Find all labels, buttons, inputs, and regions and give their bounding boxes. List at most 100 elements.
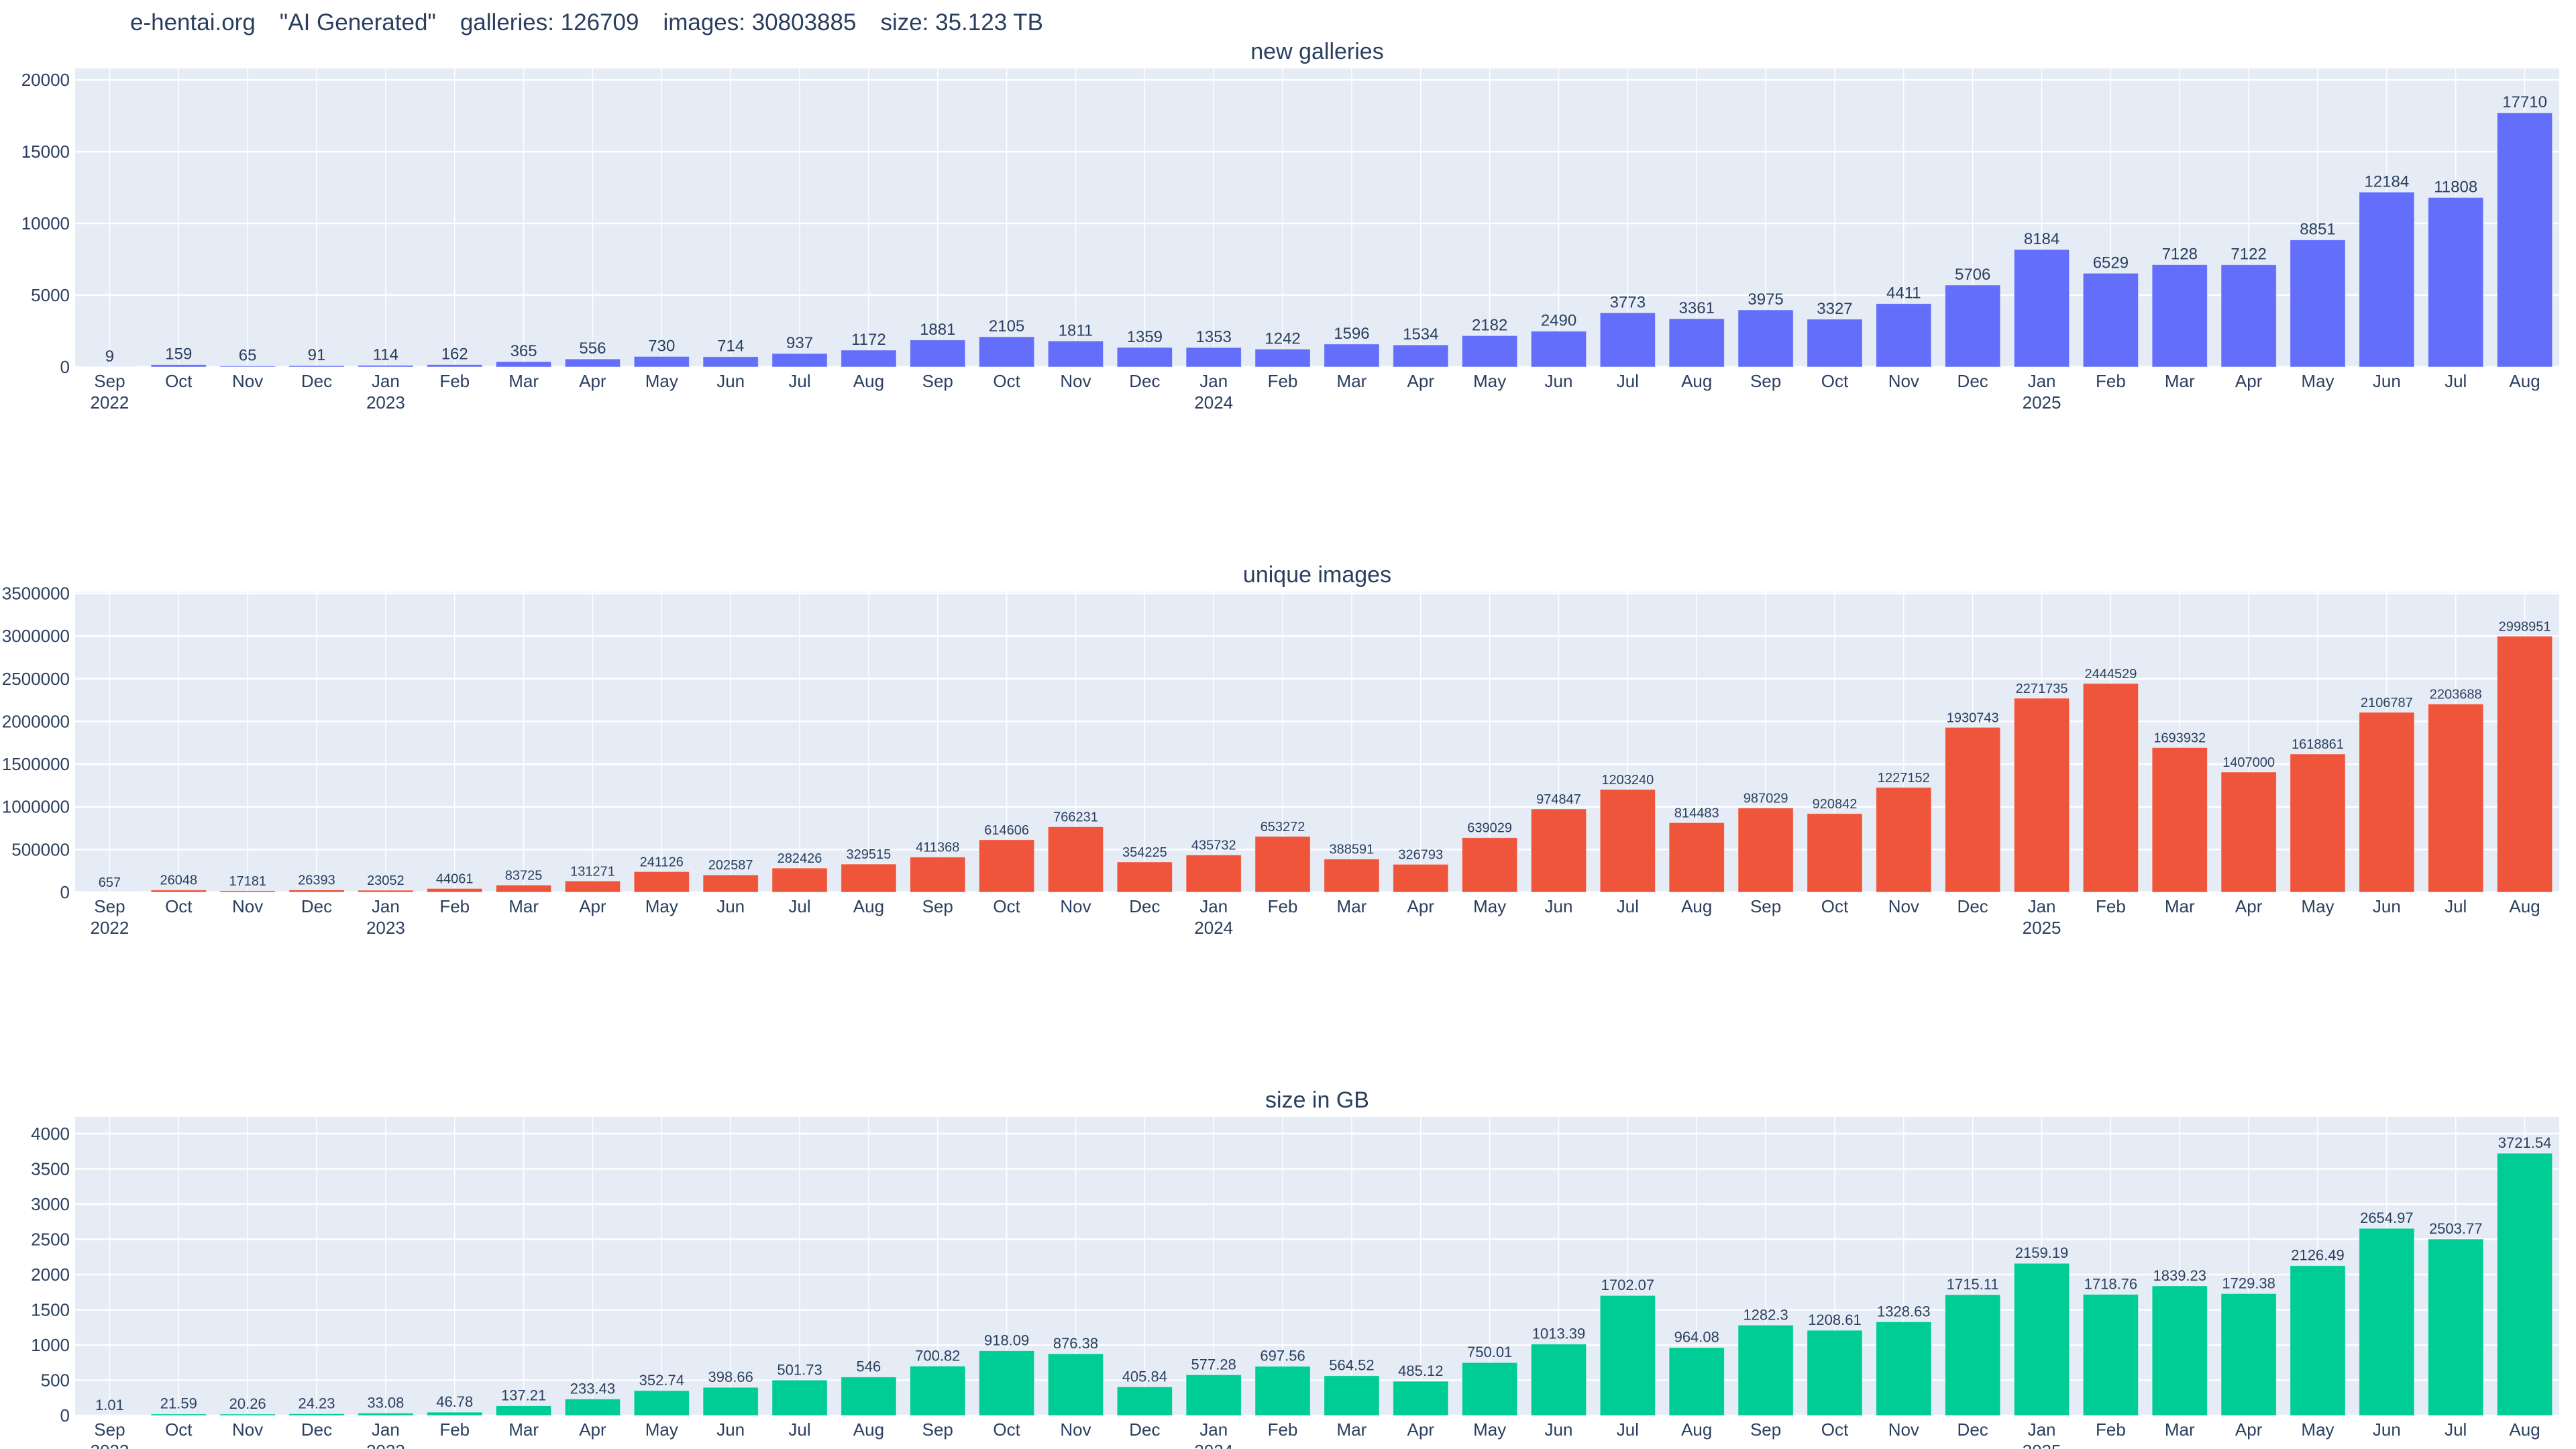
plot-background	[75, 68, 2559, 367]
bar	[1807, 1330, 1863, 1416]
x-tick-label: Feb	[1268, 371, 1298, 391]
x-tick-label: Feb	[1268, 1419, 1298, 1440]
x-tick-label: Oct	[1821, 1419, 1849, 1440]
data-label: 23052	[367, 873, 405, 888]
bar	[1393, 344, 1449, 368]
bar	[1737, 807, 1794, 893]
data-label: 2159.19	[2015, 1244, 2069, 1261]
bar	[2496, 1152, 2553, 1416]
data-label: 730	[648, 337, 675, 355]
data-label: 2998951	[2499, 619, 2551, 634]
bar	[2428, 197, 2484, 368]
data-label: 918.09	[984, 1332, 1029, 1349]
data-label: 2444529	[2084, 667, 2137, 682]
bar	[1876, 787, 1932, 893]
bar	[1324, 1375, 1380, 1416]
chart-title: new galleries	[1250, 39, 1383, 64]
data-label: 4411	[1886, 284, 1921, 303]
x-tick-label: Nov	[232, 896, 263, 916]
x-tick-label: Aug	[2509, 896, 2540, 916]
bar	[150, 890, 207, 893]
x-tick-label: Dec	[1129, 1419, 1160, 1440]
bar	[1116, 1386, 1173, 1416]
data-label: 2182	[1472, 316, 1507, 334]
x-tick-label: Dec	[1129, 371, 1160, 391]
total-size: size: 35.123 TB	[880, 9, 1043, 36]
bar	[1876, 303, 1932, 368]
x-tick-label: Nov	[1060, 371, 1091, 391]
data-label: 1282.3	[1743, 1306, 1788, 1323]
bar	[427, 1411, 483, 1416]
data-label: 1718.76	[2084, 1275, 2138, 1292]
data-label: 2126.49	[2291, 1247, 2345, 1264]
x-tick-label: Aug	[1681, 896, 1712, 916]
data-label: 131271	[570, 864, 615, 879]
data-label: 17710	[2502, 93, 2547, 111]
x-tick-label: Feb	[2096, 896, 2126, 916]
data-label: 3327	[1817, 300, 1852, 318]
data-label: 46.78	[436, 1393, 473, 1410]
data-label: 282426	[777, 851, 822, 866]
x-tick-label: Oct	[165, 896, 193, 916]
data-label: 11808	[2434, 178, 2477, 196]
x-tick-label: Jun	[1545, 896, 1573, 916]
x-tick-label: Oct	[1821, 896, 1849, 916]
data-label: 1227152	[1878, 771, 1930, 786]
x-year-label: 2025	[2023, 918, 2061, 938]
bar	[2082, 683, 2139, 893]
y-tick-label: 4000	[31, 1124, 70, 1144]
x-tick-label: Mar	[1337, 371, 1367, 391]
bar	[910, 1365, 966, 1416]
bar	[633, 356, 690, 368]
x-tick-label: Feb	[2096, 371, 2126, 391]
data-label: 964.08	[1674, 1329, 1719, 1346]
data-label: 1693932	[2153, 731, 2206, 745]
x-tick-label: Nov	[1060, 1419, 1091, 1440]
x-tick-label: Jan	[1199, 896, 1228, 916]
x-tick-label: Jun	[2373, 896, 2401, 916]
data-label: 1534	[1403, 325, 1438, 343]
x-tick-label: Sep	[1750, 371, 1781, 391]
y-tick-label: 500	[41, 1370, 70, 1390]
bar	[1668, 318, 1725, 368]
data-label: 3361	[1679, 299, 1715, 317]
bar	[219, 366, 276, 368]
data-label: 7128	[2162, 246, 2198, 264]
x-tick-label: Oct	[165, 1419, 193, 1440]
bar	[219, 890, 276, 893]
x-tick-label: Aug	[853, 371, 884, 391]
x-tick-label: Sep	[94, 1419, 125, 1440]
chart-title: unique images	[1243, 562, 1391, 588]
bar	[2428, 704, 2484, 893]
bar	[2496, 112, 2553, 368]
data-label: 241126	[640, 855, 684, 869]
bar	[633, 871, 690, 893]
data-label: 653272	[1260, 820, 1305, 835]
bar	[1324, 859, 1380, 893]
chart-unique-images: 0 500000 1000000 1500000 2000000 2500000 30000…	[2, 562, 2559, 938]
tag-name: "AI Generated"	[279, 9, 436, 36]
data-label: 697.56	[1260, 1348, 1305, 1364]
bar	[1668, 822, 1725, 893]
bar	[2359, 712, 2415, 893]
bar	[910, 339, 966, 368]
bar	[1945, 1294, 2001, 1416]
bar	[564, 358, 621, 368]
x-tick-label: May	[645, 1419, 678, 1440]
data-label: 2271735	[2016, 682, 2068, 696]
data-label: 162	[441, 345, 468, 364]
data-label: 398.66	[708, 1368, 753, 1385]
x-year-label: 2023	[366, 918, 405, 938]
data-label: 114	[373, 346, 398, 364]
data-label: 1013.39	[1532, 1326, 1586, 1342]
x-year-label: 2024	[1194, 918, 1233, 938]
x-tick-label: Apr	[579, 1419, 606, 1440]
y-tick-label: 5000	[31, 285, 70, 305]
bar	[978, 336, 1035, 368]
bar	[2151, 264, 2208, 368]
x-tick-label: Mar	[2165, 371, 2195, 391]
x-year-label: 2025	[2023, 1441, 2061, 1449]
data-label: 1729.38	[2222, 1275, 2275, 1291]
data-label: 639029	[1467, 821, 1512, 836]
x-tick-label: Jun	[2373, 371, 2401, 391]
